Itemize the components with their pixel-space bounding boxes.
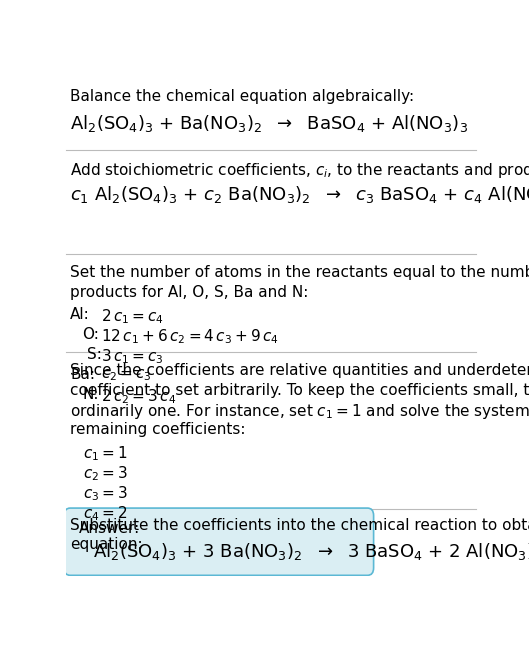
Text: Since the coefficients are relative quantities and underdetermined, choose a: Since the coefficients are relative quan… (70, 362, 529, 378)
Text: Set the number of atoms in the reactants equal to the number of atoms in the: Set the number of atoms in the reactants… (70, 265, 529, 280)
Text: Ba:: Ba: (70, 367, 95, 382)
Text: Add stoichiometric coefficients, $c_i$, to the reactants and products:: Add stoichiometric coefficients, $c_i$, … (70, 161, 529, 180)
Text: Substitute the coefficients into the chemical reaction to obtain the balanced: Substitute the coefficients into the che… (70, 518, 529, 532)
Text: $12\,c_1 + 6\,c_2 = 4\,c_3 + 9\,c_4$: $12\,c_1 + 6\,c_2 = 4\,c_3 + 9\,c_4$ (101, 327, 279, 346)
Text: $c_2 = c_3$: $c_2 = c_3$ (101, 367, 152, 383)
Text: Al$_2$(SO$_4$)$_3$ + 3 Ba(NO$_3$)$_2$  $\rightarrow$  3 BaSO$_4$ + 2 Al(NO$_3$)$: Al$_2$(SO$_4$)$_3$ + 3 Ba(NO$_3$)$_2$ $\… (93, 542, 529, 562)
Text: remaining coefficients:: remaining coefficients: (70, 422, 246, 437)
Text: Answer:: Answer: (78, 521, 140, 536)
Text: $3\,c_1 = c_3$: $3\,c_1 = c_3$ (101, 347, 164, 366)
Text: Al:: Al: (70, 307, 90, 322)
FancyBboxPatch shape (64, 508, 373, 575)
Text: $2\,c_2 = 3\,c_4$: $2\,c_2 = 3\,c_4$ (101, 387, 176, 406)
Text: S:: S: (87, 347, 102, 362)
Text: O:: O: (83, 327, 99, 342)
Text: $c_3 = 3$: $c_3 = 3$ (83, 484, 127, 503)
Text: $2\,c_1 = c_4$: $2\,c_1 = c_4$ (101, 307, 164, 326)
Text: Al$_2$(SO$_4$)$_3$ + Ba(NO$_3$)$_2$  $\rightarrow$  BaSO$_4$ + Al(NO$_3$)$_3$: Al$_2$(SO$_4$)$_3$ + Ba(NO$_3$)$_2$ $\ri… (70, 113, 468, 133)
Text: $c_1$ Al$_2$(SO$_4$)$_3$ + $c_2$ Ba(NO$_3$)$_2$  $\rightarrow$  $c_3$ BaSO$_4$ +: $c_1$ Al$_2$(SO$_4$)$_3$ + $c_2$ Ba(NO$_… (70, 184, 529, 205)
Text: Balance the chemical equation algebraically:: Balance the chemical equation algebraica… (70, 89, 414, 104)
Text: $c_1 = 1$: $c_1 = 1$ (83, 444, 127, 463)
Text: products for Al, O, S, Ba and N:: products for Al, O, S, Ba and N: (70, 285, 308, 300)
Text: coefficient to set arbitrarily. To keep the coefficients small, the arbitrary va: coefficient to set arbitrarily. To keep … (70, 382, 529, 397)
Text: N:: N: (83, 387, 99, 402)
Text: ordinarily one. For instance, set $c_1 = 1$ and solve the system of equations fo: ordinarily one. For instance, set $c_1 =… (70, 402, 529, 421)
Text: equation:: equation: (70, 538, 143, 553)
Text: $c_2 = 3$: $c_2 = 3$ (83, 465, 127, 483)
Text: $c_4 = 2$: $c_4 = 2$ (83, 504, 127, 523)
